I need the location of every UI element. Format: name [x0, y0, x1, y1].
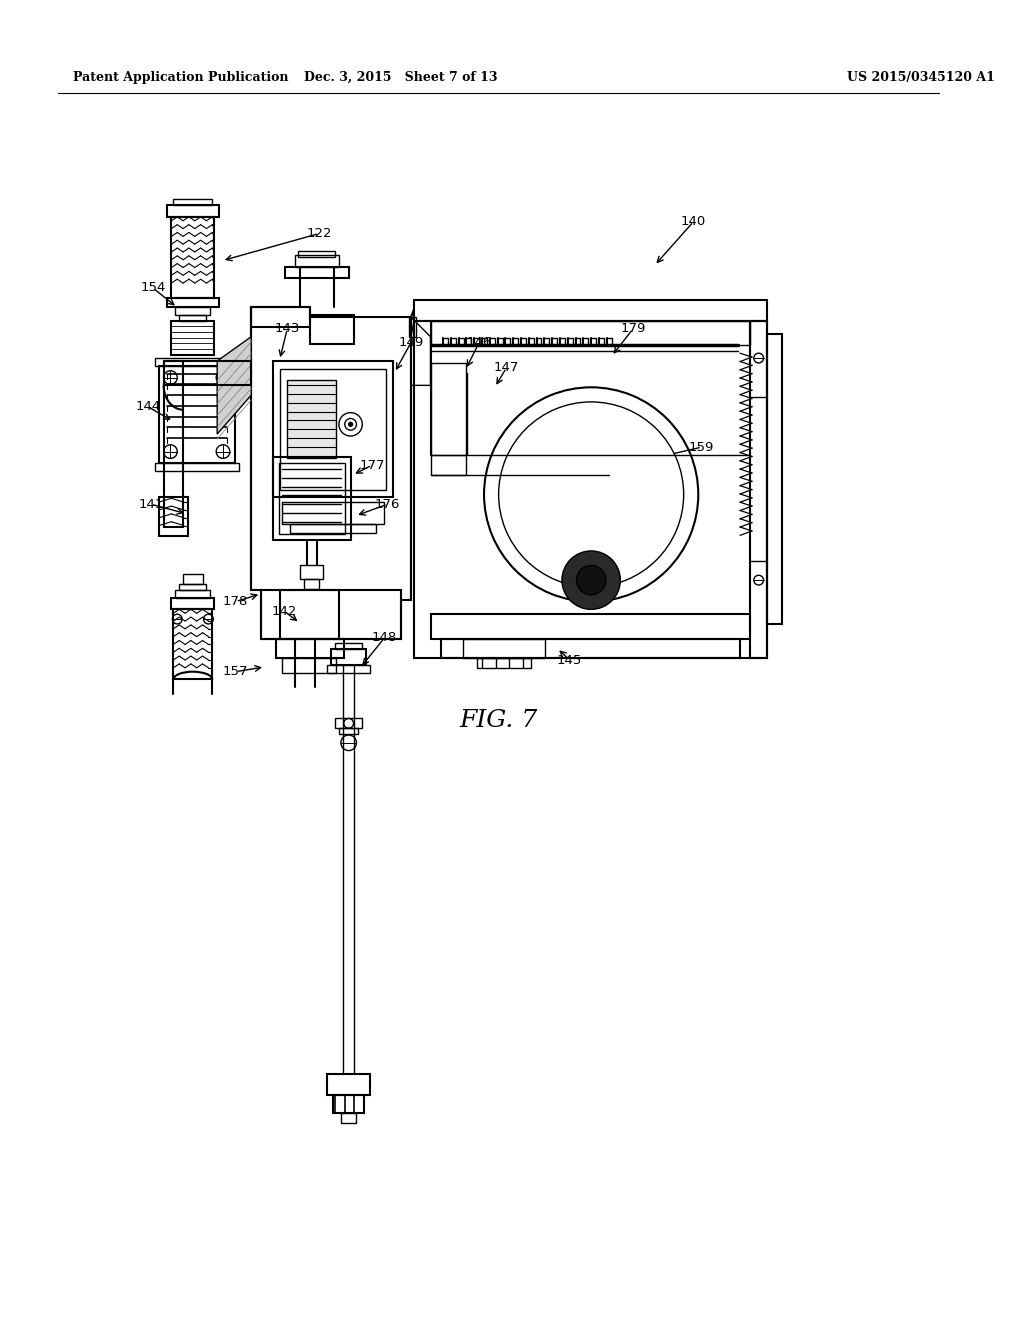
Bar — [333, 1096, 365, 1113]
Text: 159: 159 — [688, 441, 714, 454]
Circle shape — [562, 550, 621, 610]
Bar — [171, 216, 214, 298]
Text: 176: 176 — [375, 498, 400, 511]
Bar — [286, 267, 348, 279]
Bar — [281, 368, 386, 490]
Bar — [288, 380, 336, 458]
Text: Patent Application Publication: Patent Application Publication — [73, 71, 289, 84]
Bar — [339, 729, 358, 734]
Bar — [164, 360, 251, 385]
Bar — [335, 643, 362, 649]
Bar — [463, 639, 546, 659]
Bar — [477, 659, 530, 668]
Bar — [328, 665, 370, 673]
Text: 142: 142 — [271, 605, 297, 618]
Text: 154: 154 — [140, 281, 166, 294]
Bar — [171, 321, 214, 355]
Bar — [155, 463, 239, 471]
Text: 179: 179 — [621, 322, 646, 335]
Text: 122: 122 — [306, 227, 332, 240]
Text: 145: 145 — [557, 653, 583, 667]
Text: 141: 141 — [138, 498, 164, 511]
Text: 178: 178 — [223, 595, 249, 609]
Text: 177: 177 — [359, 459, 385, 471]
Polygon shape — [217, 337, 251, 434]
Bar — [179, 315, 207, 321]
Bar — [272, 458, 350, 540]
Bar — [167, 205, 219, 216]
Bar — [431, 363, 466, 455]
Text: FIG. 7: FIG. 7 — [460, 709, 538, 731]
Text: 147: 147 — [494, 362, 519, 375]
Bar — [431, 614, 750, 639]
Circle shape — [577, 565, 606, 595]
Text: 157: 157 — [223, 665, 249, 678]
Bar — [272, 360, 393, 498]
Bar — [331, 649, 367, 665]
Text: Dec. 3, 2015   Sheet 7 of 13: Dec. 3, 2015 Sheet 7 of 13 — [304, 71, 498, 84]
Bar — [295, 255, 339, 267]
Bar — [175, 308, 210, 315]
Bar — [431, 455, 466, 475]
Bar — [183, 574, 203, 583]
Bar — [164, 360, 183, 527]
Bar — [341, 1113, 356, 1122]
Text: 149: 149 — [398, 337, 424, 348]
Bar — [298, 251, 335, 257]
Bar — [179, 583, 207, 590]
Bar — [441, 639, 740, 659]
Bar — [173, 610, 212, 680]
Bar — [409, 317, 416, 337]
Bar — [283, 659, 336, 673]
Bar — [275, 639, 344, 659]
Text: 143: 143 — [274, 322, 300, 335]
Circle shape — [348, 422, 352, 426]
Bar — [290, 524, 376, 533]
Bar — [175, 590, 210, 598]
Bar — [281, 590, 339, 639]
Bar — [279, 463, 345, 535]
Bar — [304, 579, 319, 589]
Text: 146: 146 — [467, 337, 492, 348]
Bar — [251, 308, 309, 327]
Bar — [750, 321, 767, 659]
Bar — [431, 321, 750, 346]
Text: 144: 144 — [135, 400, 161, 413]
Bar — [159, 366, 234, 463]
Bar — [414, 300, 767, 321]
Bar — [414, 321, 767, 659]
Text: US 2015/0345120 A1: US 2015/0345120 A1 — [847, 71, 995, 84]
Bar — [167, 298, 219, 308]
Bar — [261, 590, 401, 639]
Bar — [328, 1074, 370, 1096]
Bar — [159, 498, 188, 536]
Bar — [300, 565, 324, 579]
Bar — [335, 718, 362, 729]
Bar — [173, 199, 212, 205]
Bar — [767, 334, 782, 624]
Bar — [283, 502, 384, 524]
Bar — [171, 598, 214, 610]
Text: 140: 140 — [681, 215, 706, 228]
Bar — [309, 315, 353, 345]
Bar — [155, 358, 239, 366]
Text: 148: 148 — [372, 631, 397, 644]
